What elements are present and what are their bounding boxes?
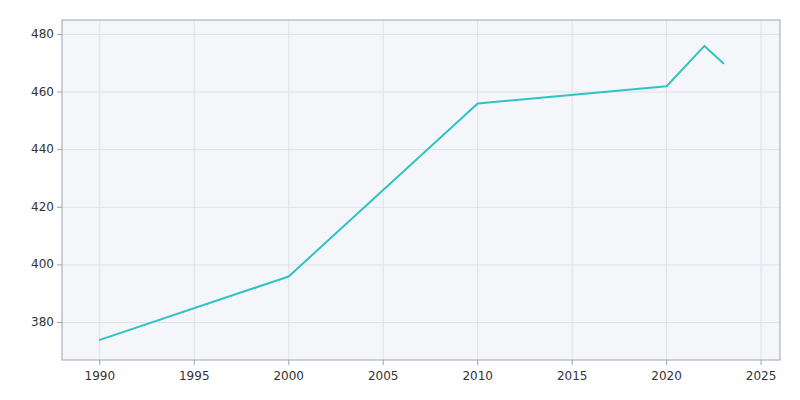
x-grid-line: [477, 20, 478, 360]
x-grid-line: [761, 20, 762, 360]
y-tick: [57, 34, 62, 35]
x-tick: [477, 360, 478, 365]
x-grid-line: [288, 20, 289, 360]
y-tick-label: 440: [31, 142, 54, 156]
x-tick: [666, 360, 667, 365]
x-grid-line: [572, 20, 573, 360]
plot-frame: [62, 20, 780, 360]
x-tick: [288, 360, 289, 365]
x-grid-line: [666, 20, 667, 360]
data: [100, 46, 724, 340]
x-tick: [194, 360, 195, 365]
x-tick: [572, 360, 573, 365]
x-tick-label: 1995: [179, 369, 210, 383]
chart: 380 400 420 440 460 480 1990 1995 2000 2005 2010 20…: [0, 0, 800, 400]
y-tick-label: 420: [31, 200, 54, 214]
y-grid-line: [62, 92, 780, 93]
chart-container: 380 400 420 440 460 480 1990 1995 2000 2005 2010 20…: [0, 0, 800, 400]
y-grid-line: [62, 34, 780, 35]
line: [100, 46, 724, 340]
x-tick-label: 2005: [368, 369, 399, 383]
y-grid-line: [62, 264, 780, 265]
x-tick: [99, 360, 100, 365]
x-tick-label: 2020: [651, 369, 682, 383]
x-tick-label: 1990: [85, 369, 116, 383]
y-grid-line: [62, 322, 780, 323]
x-tick-label: 2025: [746, 369, 777, 383]
y-tick: [57, 207, 62, 208]
y-tick: [57, 149, 62, 150]
x-tick-label: 2000: [273, 369, 304, 383]
y-tick-label: 460: [31, 85, 54, 99]
y-tick-label: 380: [31, 315, 54, 329]
y-tick: [57, 322, 62, 323]
x-tick: [761, 360, 762, 365]
grid: [62, 20, 780, 360]
y-grid-line: [62, 207, 780, 208]
x-tick: [383, 360, 384, 365]
x-tick-label: 2010: [462, 369, 493, 383]
y-tick: [57, 92, 62, 93]
y-grid-line: [62, 149, 780, 150]
y-tick-label: 400: [31, 257, 54, 271]
x-tick-label: 2015: [557, 369, 588, 383]
plot-background: [62, 20, 780, 360]
page: {"chart_data": {"type": "line", "x": [19…: [0, 0, 800, 400]
y-tick-label: 480: [31, 27, 54, 41]
axes: 380 400 420 440 460 480 1990 1995 2000 2005 2010 20…: [31, 27, 776, 383]
y-tick: [57, 264, 62, 265]
x-grid-line: [99, 20, 100, 360]
